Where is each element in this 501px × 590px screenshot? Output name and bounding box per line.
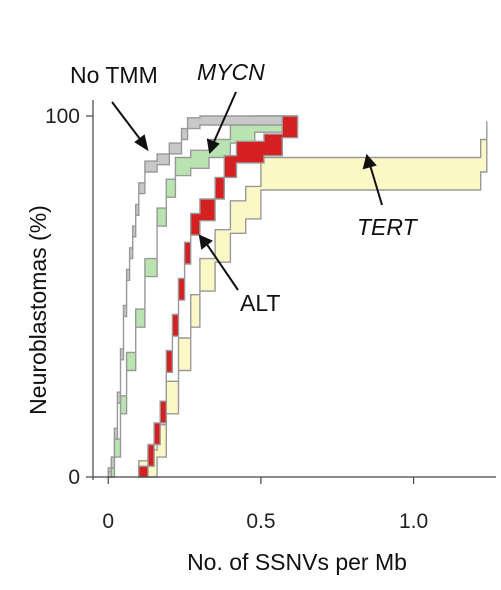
annotation-arrows <box>111 91 383 291</box>
annotations: No TMM MYCN TERT ALT <box>70 59 419 316</box>
y-axis-title: Neuroblastomas (%) <box>25 205 51 415</box>
y-tick-label: 100 <box>45 105 80 128</box>
series-bands <box>107 115 488 478</box>
arrowhead-tert <box>362 153 377 170</box>
x-tick-label: 0 <box>102 510 114 533</box>
annotation-no-tmm: No TMM <box>70 62 158 88</box>
arrowhead-mycn <box>206 138 220 155</box>
arrowhead-alt <box>198 234 213 250</box>
series-band-alt <box>138 115 299 478</box>
x-axis-title: No. of SSNVs per Mb <box>187 549 407 575</box>
x-tick-label: 0.5 <box>246 510 275 533</box>
annotation-tert: TERT <box>357 214 419 240</box>
arrow-no-tmm <box>111 101 144 144</box>
annotation-alt: ALT <box>240 290 280 316</box>
arrow-mycn <box>212 91 237 145</box>
annotation-mycn: MYCN <box>197 59 265 85</box>
x-ticks: 0 0.5 1.0 <box>102 477 428 533</box>
axes: 0 0.5 1.0 0 100 <box>45 100 496 533</box>
series-band-tert <box>138 121 488 478</box>
arrow-tert <box>369 164 383 206</box>
x-tick-label: 1.0 <box>399 510 428 533</box>
arrowhead-no-tmm <box>134 134 149 152</box>
arrow-alt <box>205 242 239 291</box>
y-tick-label: 0 <box>68 466 80 489</box>
y-ticks: 0 100 <box>45 105 93 489</box>
